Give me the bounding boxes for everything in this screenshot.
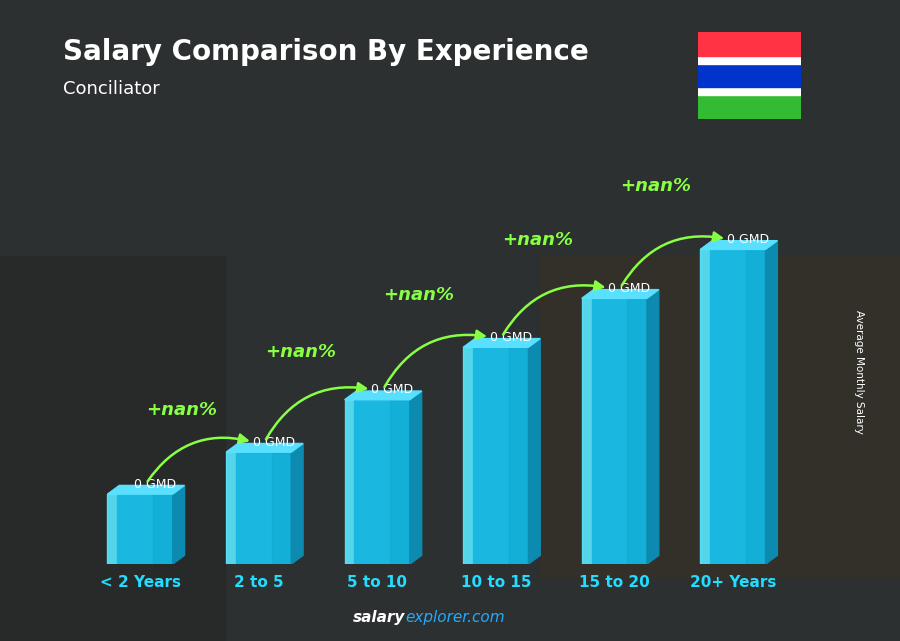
Polygon shape — [226, 444, 303, 452]
Bar — [591, 298, 647, 564]
Text: 0 GMD: 0 GMD — [727, 233, 770, 246]
Bar — [236, 452, 292, 564]
Bar — [581, 298, 591, 564]
Polygon shape — [647, 290, 659, 564]
Text: 0 GMD: 0 GMD — [253, 436, 295, 449]
Bar — [391, 400, 410, 564]
Text: 0 GMD: 0 GMD — [372, 383, 413, 396]
Polygon shape — [700, 240, 778, 249]
Text: 0 GMD: 0 GMD — [490, 331, 532, 344]
Bar — [355, 400, 410, 564]
Bar — [153, 494, 173, 564]
Bar — [345, 400, 355, 564]
Text: Conciliator: Conciliator — [63, 80, 160, 98]
Polygon shape — [464, 338, 540, 347]
Text: 0 GMD: 0 GMD — [134, 478, 176, 490]
Text: +nan%: +nan% — [265, 344, 336, 362]
Bar — [710, 249, 766, 564]
Bar — [700, 249, 710, 564]
Polygon shape — [581, 290, 659, 298]
Text: +nan%: +nan% — [620, 177, 691, 196]
Bar — [0, 256, 225, 641]
Bar — [698, 95, 801, 119]
Polygon shape — [345, 391, 422, 400]
Text: +nan%: +nan% — [502, 231, 572, 249]
Text: Average Monthly Salary: Average Monthly Salary — [854, 310, 865, 434]
Text: explorer.com: explorer.com — [405, 610, 505, 625]
Text: +nan%: +nan% — [146, 401, 217, 419]
Text: 0 GMD: 0 GMD — [608, 282, 651, 295]
Bar — [464, 347, 473, 564]
Text: +nan%: +nan% — [383, 286, 454, 304]
Bar — [117, 494, 173, 564]
Polygon shape — [410, 391, 422, 564]
Bar — [226, 452, 236, 564]
Bar — [540, 256, 900, 577]
Bar — [473, 347, 528, 564]
Bar — [107, 494, 117, 564]
Bar — [698, 87, 801, 95]
Bar — [698, 32, 801, 56]
Polygon shape — [292, 444, 303, 564]
Bar — [627, 298, 647, 564]
Bar — [698, 63, 801, 87]
Bar — [508, 347, 528, 564]
Text: Salary Comparison By Experience: Salary Comparison By Experience — [63, 38, 589, 67]
Polygon shape — [173, 485, 184, 564]
Polygon shape — [528, 338, 540, 564]
Bar — [746, 249, 766, 564]
Polygon shape — [766, 240, 778, 564]
Bar — [698, 56, 801, 63]
Polygon shape — [107, 485, 184, 494]
Text: salary: salary — [353, 610, 405, 625]
Bar — [272, 452, 292, 564]
